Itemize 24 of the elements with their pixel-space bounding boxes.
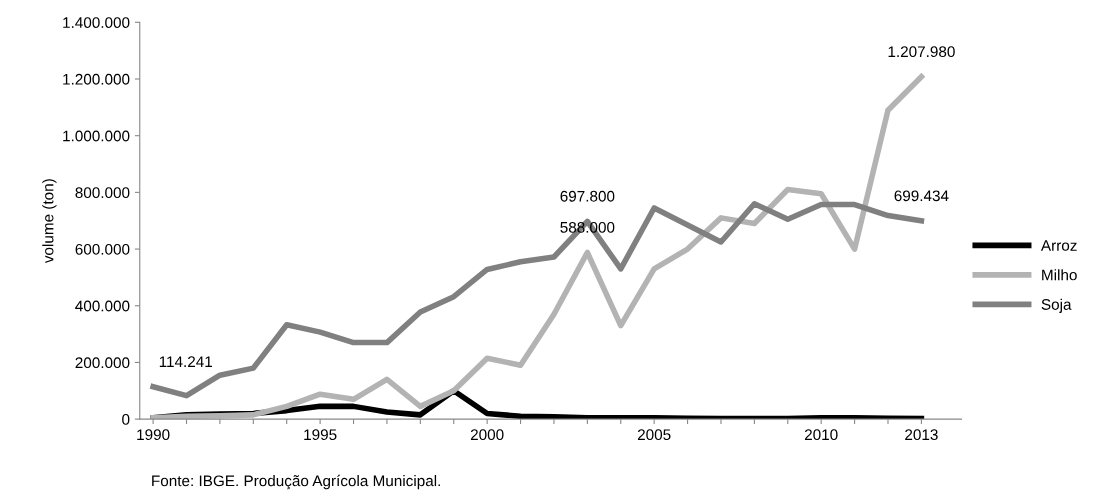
x-tick-label: 1995: [304, 429, 337, 441]
data-label: 1.207.980: [888, 46, 955, 58]
legend-label: Milho: [1042, 269, 1077, 281]
y-tick-label: 200.000: [75, 357, 130, 369]
y-tick-label: 1.200.000: [63, 73, 130, 85]
source-note: Fonte: IBGE. Produção Agrícola Municipal.: [152, 474, 440, 490]
x-tick-label: 2005: [637, 429, 671, 441]
y-tick-label: 600.000: [75, 243, 130, 255]
data-label: 588.000: [560, 221, 615, 233]
y-tick-label: 400.000: [75, 300, 130, 312]
x-tick-label: 2013: [905, 429, 938, 441]
y-tick-label: 800.000: [75, 187, 130, 199]
data-label: 114.241: [159, 356, 213, 367]
legend-label: Soja: [1041, 298, 1072, 313]
legend-label: Arroz: [1040, 240, 1077, 251]
x-tick-label: 2010: [804, 429, 838, 441]
x-tick-label: 1990: [137, 429, 170, 441]
y-tick-label: 0: [122, 413, 130, 425]
y-tick-label: 1.000.000: [63, 130, 130, 142]
y-tick-label: 1.400.000: [63, 17, 130, 29]
data-label: 697.800: [560, 190, 615, 202]
y-axis-title: volume (ton): [42, 179, 57, 264]
data-label: 699.434: [894, 190, 949, 202]
x-tick-label: 2000: [470, 429, 504, 441]
